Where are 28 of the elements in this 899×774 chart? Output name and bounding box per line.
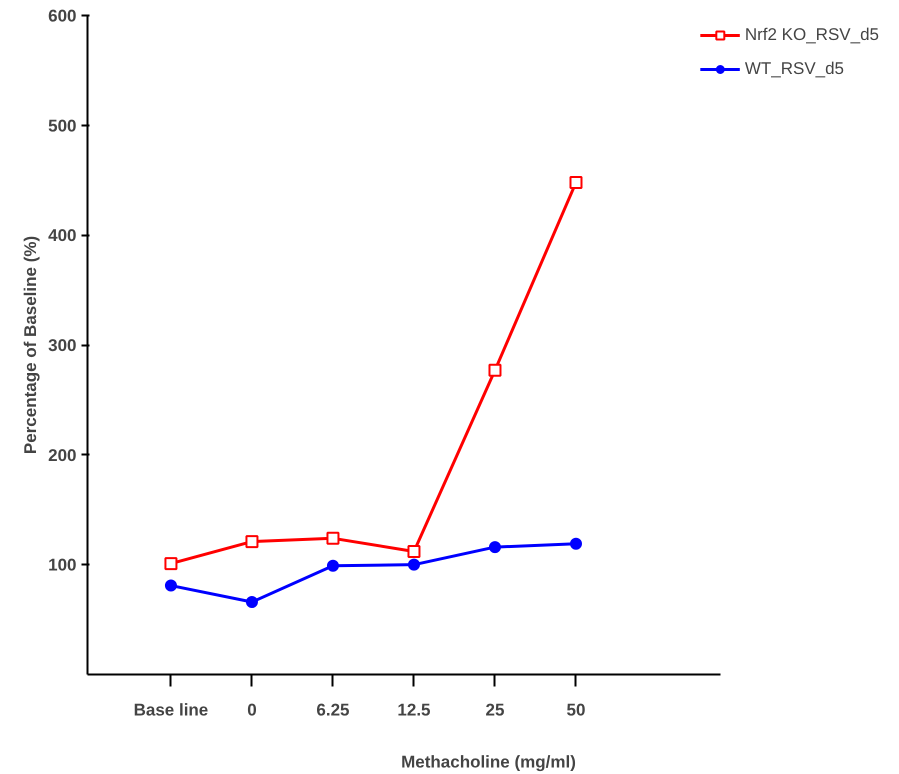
point (569, 176, 582, 189)
y-tick-label: 600 (48, 6, 77, 26)
y-axis-title: Percentage of Baseline (%) (21, 236, 40, 454)
x-tick-label: 12.5 (397, 700, 431, 720)
point (164, 557, 178, 570)
x-axis-title: Methacholine (mg/ml) (401, 752, 576, 772)
point (488, 541, 501, 554)
x-tick-label: 50 (566, 700, 586, 720)
y-tick-label: 200 (48, 446, 77, 465)
point (326, 532, 340, 545)
legend-label: Nrf2 KO_RSV_d5 (744, 25, 879, 45)
legend-label: WT_RSV_d5 (744, 59, 844, 79)
point (245, 535, 258, 548)
y-tick-label: 400 (48, 226, 77, 246)
y-tick-label: 100 (48, 556, 77, 575)
y-tick-label: 500 (48, 116, 77, 136)
x-tick-label: 0 (247, 700, 257, 720)
point (488, 364, 502, 377)
x-tick-label: 25 (486, 700, 504, 720)
point (326, 560, 339, 572)
y-tick-label: 300 (48, 336, 77, 355)
point (408, 558, 420, 571)
x-tick-label: 6.25 (316, 700, 350, 720)
point (570, 538, 582, 550)
point (246, 596, 258, 608)
x-tick-label: Base line (134, 700, 208, 720)
point (407, 544, 420, 558)
point (164, 580, 177, 592)
